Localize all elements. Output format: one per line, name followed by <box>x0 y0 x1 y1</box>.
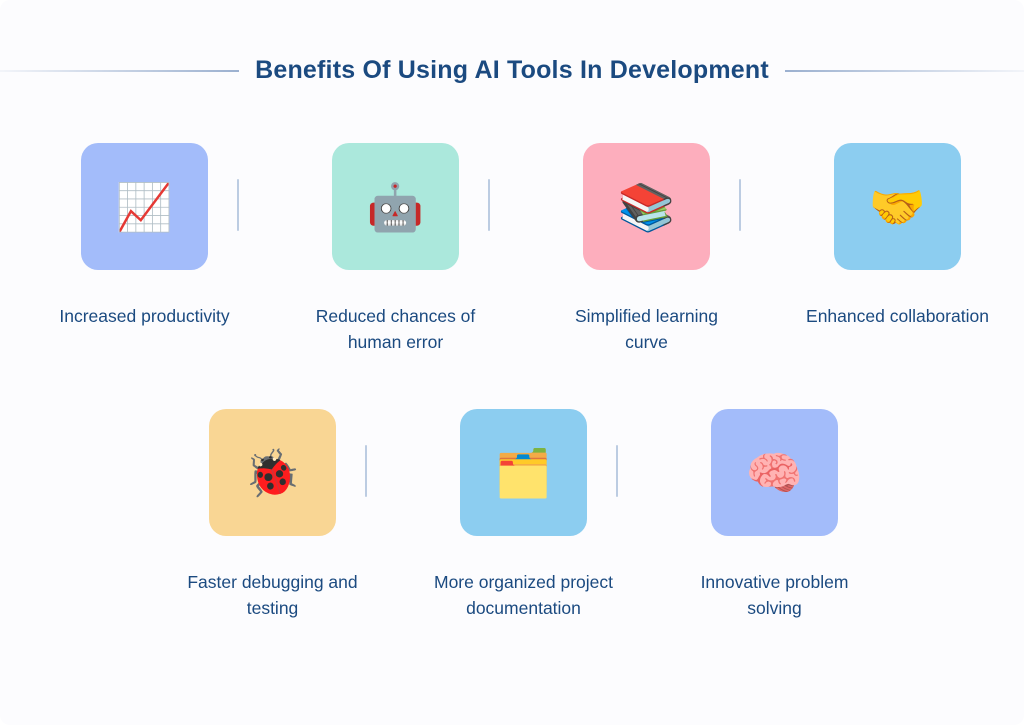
chart-increasing-icon: 📈 <box>115 180 174 233</box>
vertical-divider-5 <box>616 445 618 497</box>
benefit-label: More organized project documentation <box>434 572 613 619</box>
benefit-tile: 🗂️ <box>460 409 587 536</box>
handshake-icon: 🤝 <box>868 180 927 233</box>
benefit-tile: 📈 <box>81 143 208 270</box>
benefit-tile: 📚 <box>583 143 710 270</box>
benefits-row-bottom: 🐞 Faster debugging and testing 🗂️ More o… <box>180 409 860 622</box>
divider-slot <box>237 143 303 231</box>
benefit-label: Innovative problem solving <box>700 572 849 619</box>
benefit-label: Simplified learning curve <box>575 306 718 353</box>
divider-slot <box>616 409 682 497</box>
benefit-card-enhanced-collaboration[interactable]: 🤝 Enhanced collaboration <box>805 143 990 329</box>
benefit-tile: 🐞 <box>209 409 336 536</box>
title-rule-left <box>0 69 240 72</box>
title-row: Benefits Of Using AI Tools In Developmen… <box>0 58 1024 83</box>
benefit-tile: 🧠 <box>711 409 838 536</box>
lady-beetle-icon: 🐞 <box>243 446 302 499</box>
vertical-divider-1 <box>237 179 239 231</box>
benefit-card-simplified-learning-curve[interactable]: 📚 Simplified learning curve <box>554 143 739 356</box>
vertical-divider-2 <box>488 179 490 231</box>
benefit-card-innovative-problem-solving[interactable]: 🧠 Innovative problem solving <box>682 409 867 622</box>
benefit-label: Reduced chances of human error <box>315 306 476 353</box>
title-rule-right <box>784 69 1024 72</box>
benefit-card-increased-productivity[interactable]: 📈 Increased productivity <box>52 143 237 329</box>
robot-icon: 🤖 <box>366 180 425 233</box>
benefit-tile: 🤝 <box>834 143 961 270</box>
page-title: Benefits Of Using AI Tools In Developmen… <box>255 56 769 84</box>
brain-icon: 🧠 <box>745 446 804 499</box>
benefit-label: Faster debugging and testing <box>187 572 358 619</box>
benefit-label: Enhanced collaboration <box>806 306 989 326</box>
divider-slot <box>365 409 431 497</box>
books-icon: 📚 <box>617 180 676 233</box>
divider-slot <box>488 143 554 231</box>
divider-slot <box>739 143 805 231</box>
vertical-divider-4 <box>365 445 367 497</box>
benefit-card-reduced-human-error[interactable]: 🤖 Reduced chances of human error <box>303 143 488 356</box>
benefit-label: Increased productivity <box>59 306 230 326</box>
vertical-divider-3 <box>739 179 741 231</box>
benefits-row-top: 📈 Increased productivity 🤖 Reduced chanc… <box>52 143 989 356</box>
card-index-dividers-icon: 🗂️ <box>494 446 553 499</box>
benefit-tile: 🤖 <box>332 143 459 270</box>
benefit-card-organized-documentation[interactable]: 🗂️ More organized project documentation <box>431 409 616 622</box>
benefit-card-faster-debugging[interactable]: 🐞 Faster debugging and testing <box>180 409 365 622</box>
